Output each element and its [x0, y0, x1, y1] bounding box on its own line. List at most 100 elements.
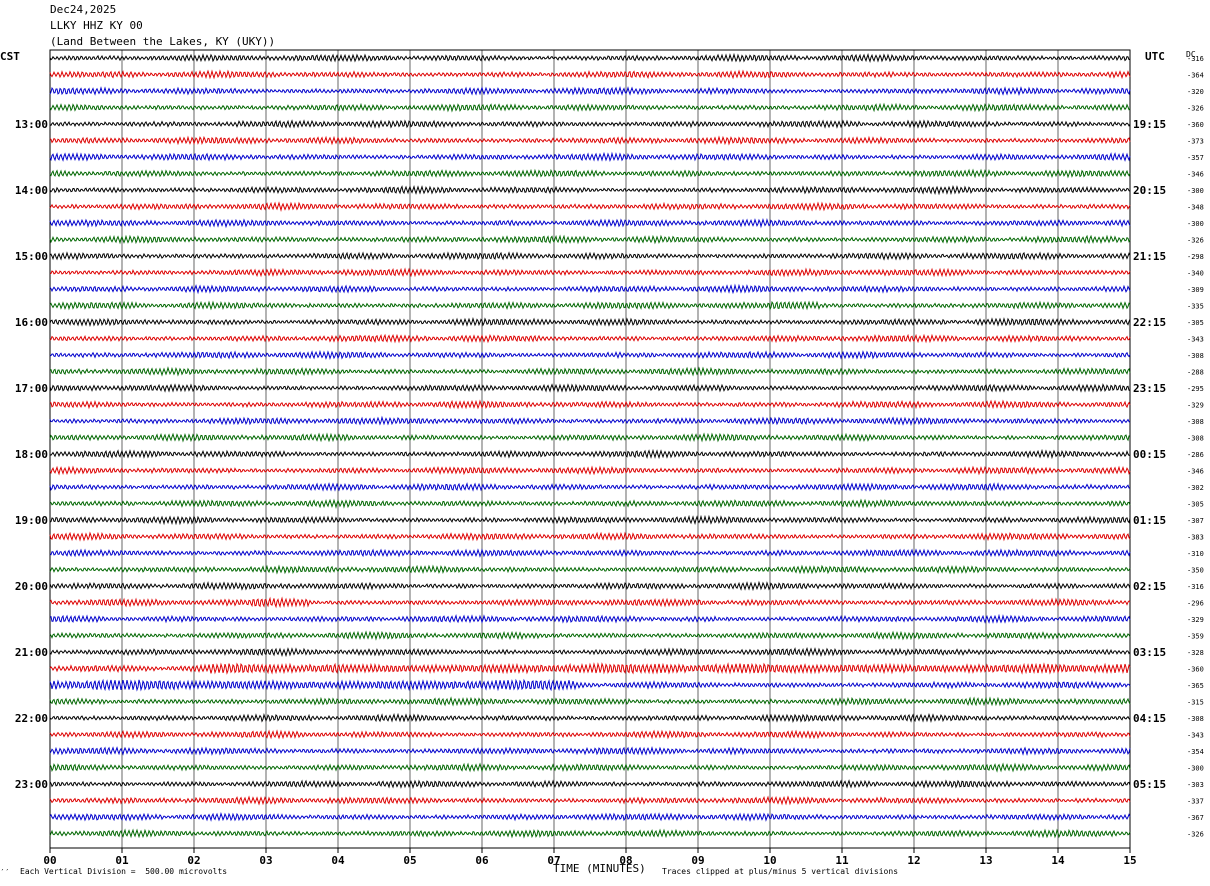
clip-note: Traces clipped at plus/minus 5 vertical … [662, 867, 899, 876]
dc-offset-label: -300 [1187, 765, 1204, 773]
trace-line [49, 729, 1131, 740]
dc-offset-label: -328 [1187, 649, 1204, 657]
dc-offset-label: -295 [1187, 385, 1204, 393]
dc-offset-label: -354 [1187, 748, 1204, 756]
utc-hour-label: 20:15 [1133, 184, 1166, 197]
trace-line [49, 317, 1131, 327]
trace-line [49, 168, 1131, 179]
dc-offset-label: -303 [1187, 781, 1204, 789]
trace-line [49, 85, 1131, 96]
trace-line [49, 745, 1131, 757]
x-tick-label: 07 [547, 854, 560, 867]
dc-offset-label: -373 [1187, 138, 1204, 146]
trace-line [49, 366, 1131, 377]
trace-line [49, 135, 1131, 146]
chart-date: Dec24,2025 [50, 3, 117, 16]
cst-hour-label: 20:00 [15, 580, 48, 593]
trace-line [49, 779, 1131, 789]
x-tick-label: 11 [835, 854, 849, 867]
trace-line [49, 812, 1131, 823]
utc-hour-label: 01:15 [1133, 514, 1166, 527]
dc-offset-label: -367 [1187, 814, 1204, 822]
utc-hour-label: 02:15 [1133, 580, 1166, 593]
dc-offset-label: -315 [1187, 699, 1204, 707]
x-tick-label: 10 [763, 854, 776, 867]
trace-line [49, 564, 1131, 575]
dc-offset-label: -335 [1187, 303, 1204, 311]
dc-offset-label: -326 [1187, 831, 1204, 839]
dc-offset-label: -296 [1187, 600, 1204, 608]
cst-hour-label: 13:00 [15, 118, 48, 131]
dc-offset-label: -359 [1187, 633, 1204, 641]
trace-line [49, 415, 1131, 426]
dc-offset-label: -298 [1187, 253, 1204, 261]
dc-offset-label: -346 [1187, 468, 1204, 476]
trace-line [49, 217, 1131, 229]
trace-line [49, 795, 1131, 806]
corner-mark: ′′ [0, 868, 10, 877]
x-tick-label: 03 [259, 854, 272, 867]
cst-hour-label: 16:00 [15, 316, 48, 329]
trace-line [49, 251, 1131, 261]
dc-offset-label: -300 [1187, 187, 1204, 195]
dc-offset-label: -316 [1187, 583, 1204, 591]
trace-line [49, 383, 1131, 393]
dc-offset-label: -308 [1187, 435, 1204, 443]
trace-line [49, 267, 1131, 278]
dc-offset-label: -309 [1187, 286, 1204, 294]
dc-offset-label: -307 [1187, 517, 1204, 525]
dc-offset-label: -360 [1187, 121, 1204, 129]
trace-line [49, 151, 1131, 162]
trace-line [49, 696, 1131, 707]
x-axis-label: TIME (MINUTES) [553, 862, 646, 875]
trace-line [49, 613, 1131, 624]
left-timezone-label: CST [0, 50, 20, 63]
trace-line [49, 828, 1131, 839]
scale-note: Each Vertical Division = 500.00 microvol… [20, 867, 228, 876]
trace-line [49, 448, 1131, 460]
x-tick-label: 09 [691, 854, 704, 867]
trace-line [49, 399, 1131, 410]
utc-hour-label: 19:15 [1133, 118, 1166, 131]
cst-hour-label: 23:00 [15, 778, 48, 791]
trace-line [49, 678, 1131, 692]
dc-offset-label: -286 [1187, 451, 1204, 459]
trace-line [49, 531, 1131, 542]
x-tick-label: 04 [331, 854, 345, 867]
utc-hour-label: 03:15 [1133, 646, 1166, 659]
utc-hour-label: 22:15 [1133, 316, 1166, 329]
trace-line [49, 630, 1131, 641]
dc-offset-label: -305 [1187, 501, 1204, 509]
trace-line [49, 185, 1131, 196]
dc-offset-label: -346 [1187, 171, 1204, 179]
dc-offset-label: -326 [1187, 237, 1204, 245]
x-tick-label: 12 [907, 854, 920, 867]
trace-line [49, 119, 1131, 129]
dc-offset-label: -340 [1187, 270, 1204, 278]
cst-hour-label: 15:00 [15, 250, 48, 263]
x-tick-label: 02 [187, 854, 200, 867]
trace-line [49, 69, 1131, 80]
trace-line [49, 201, 1131, 212]
trace-line [49, 548, 1131, 558]
x-tick-label: 08 [619, 854, 632, 867]
dc-offset-label: -360 [1187, 666, 1204, 674]
dc-offset-label: -316 [1187, 55, 1204, 63]
cst-hour-label: 19:00 [15, 514, 48, 527]
cst-hour-label: 22:00 [15, 712, 48, 725]
dc-offset-label: -337 [1187, 798, 1204, 806]
x-tick-label: 01 [115, 854, 129, 867]
dc-offset-label: -365 [1187, 682, 1204, 690]
x-tick-label: 14 [1051, 854, 1065, 867]
dc-offset-label: -308 [1187, 715, 1204, 723]
dc-offset-header: DC [1186, 50, 1196, 59]
utc-hour-label: 23:15 [1133, 382, 1166, 395]
dc-offset-label: -300 [1187, 220, 1204, 228]
dc-offset-label: -305 [1187, 319, 1204, 327]
trace-line [49, 333, 1131, 344]
cst-hour-label: 18:00 [15, 448, 48, 461]
x-tick-label: 15 [1123, 854, 1136, 867]
trace-line [49, 465, 1131, 476]
dc-offset-label: -357 [1187, 154, 1204, 162]
dc-offset-label: -343 [1187, 336, 1204, 344]
